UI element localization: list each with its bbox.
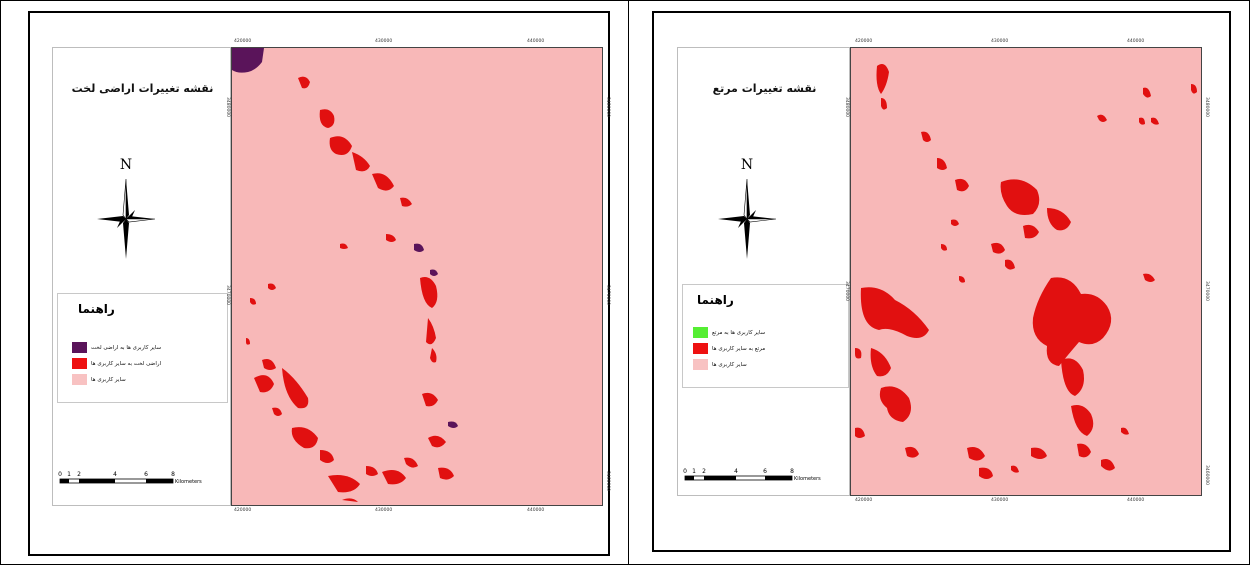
x-tick-top: 440000 xyxy=(527,39,544,44)
scale-tick: 1 xyxy=(67,471,71,478)
map-panel-rangeland: نقشه تغییرات مرتع N راهنما سایر کاربری ه… xyxy=(652,11,1231,552)
legend-label: سایر کاربری ها به اراضی لخت xyxy=(91,345,161,351)
legend-item: سایر کاربری ها xyxy=(693,358,747,371)
legend-item: سایر کاربری ها به مرتع xyxy=(693,326,765,339)
scale-tick: 4 xyxy=(734,468,738,475)
legend-swatch xyxy=(693,359,708,370)
x-tick-bottom: 430000 xyxy=(991,498,1008,503)
scale-unit: Kilometers xyxy=(794,476,821,482)
legend-item: سایر کاربری ها xyxy=(72,373,126,386)
scale-tick: 8 xyxy=(171,471,175,478)
north-arrow-icon: N xyxy=(93,153,163,263)
legend: راهنما سایر کاربری ها به اراضی لخت اراضی… xyxy=(57,293,228,403)
legend-label: سایر کاربری ها به مرتع xyxy=(712,330,765,336)
x-tick-bottom: 420000 xyxy=(234,508,251,513)
scale-tick: 4 xyxy=(113,471,117,478)
legend-column: نقشه تغییرات اراضی لخت N راهنما سایر کار… xyxy=(52,47,231,506)
map-canvas xyxy=(851,48,1201,495)
north-arrow-icon: N xyxy=(714,153,784,263)
legend-swatch xyxy=(72,374,87,385)
scale-tick: 1 xyxy=(692,468,696,475)
scale-bar: 0 1 2 4 6 8 Kilometers xyxy=(680,465,850,485)
x-tick-bottom: 420000 xyxy=(855,498,872,503)
x-tick-bottom: 440000 xyxy=(1127,498,1144,503)
scale-bar: 0 1 2 4 6 8 Kilometers xyxy=(55,468,231,488)
x-tick-top: 420000 xyxy=(855,39,872,44)
map-title: نقشه تغییرات اراضی لخت xyxy=(53,82,232,95)
legend: راهنما سایر کاربری ها به مرتع مرتع به سا… xyxy=(682,284,849,388)
legend-item: سایر کاربری ها به اراضی لخت xyxy=(72,341,161,354)
scale-tick: 8 xyxy=(790,468,794,475)
north-label: N xyxy=(120,157,132,173)
legend-item: مرتع به سایر کاربری ها xyxy=(693,342,765,355)
map-canvas xyxy=(232,48,602,505)
y-tick-left: 3470000 xyxy=(844,281,849,301)
map-title: نقشه تغییرات مرتع xyxy=(678,82,851,95)
legend-label: سایر کاربری ها xyxy=(712,362,747,368)
legend-label: مرتع به سایر کاربری ها xyxy=(712,346,765,352)
y-tick-right: 3460000 xyxy=(605,471,610,491)
map-frame: 420000 430000 440000 420000 430000 44000… xyxy=(231,47,603,506)
map-panel-bare-land: نقشه تغییرات اراضی لخت N راهنما سایر کار… xyxy=(28,11,610,556)
x-tick-top: 440000 xyxy=(1127,39,1144,44)
x-tick-bottom: 430000 xyxy=(375,508,392,513)
change-patches xyxy=(232,48,602,505)
legend-label: اراضی لخت به سایر کاربری ها xyxy=(91,361,161,367)
legend-swatch xyxy=(72,358,87,369)
x-tick-top: 420000 xyxy=(234,39,251,44)
x-tick-top: 430000 xyxy=(991,39,1008,44)
y-tick-right: 3480000 xyxy=(605,97,610,117)
legend-heading: راهنما xyxy=(697,293,734,307)
map-frame: 420000 430000 440000 420000 430000 44000… xyxy=(850,47,1202,496)
scale-tick: 0 xyxy=(58,471,62,478)
change-patches xyxy=(851,48,1201,495)
legend-item: اراضی لخت به سایر کاربری ها xyxy=(72,357,161,370)
legend-column: نقشه تغییرات مرتع N راهنما سایر کاربری ه… xyxy=(677,47,850,496)
y-tick-right: 3480000 xyxy=(1204,97,1209,117)
north-label: N xyxy=(741,157,753,173)
scale-tick: 6 xyxy=(144,471,148,478)
y-tick-right: 3470000 xyxy=(605,285,610,305)
y-tick-right: 3460000 xyxy=(1204,465,1209,485)
legend-label: سایر کاربری ها xyxy=(91,377,126,383)
legend-swatch xyxy=(693,327,708,338)
scale-tick: 2 xyxy=(702,468,706,475)
y-tick-left: 3470000 xyxy=(225,285,230,305)
legend-swatch xyxy=(693,343,708,354)
legend-swatch xyxy=(72,342,87,353)
y-tick-left: 3480000 xyxy=(844,97,849,117)
scale-tick: 6 xyxy=(763,468,767,475)
legend-heading: راهنما xyxy=(78,302,115,316)
x-tick-bottom: 440000 xyxy=(527,508,544,513)
x-tick-top: 430000 xyxy=(375,39,392,44)
scale-unit: Kilometers xyxy=(175,479,202,485)
y-tick-right: 3470000 xyxy=(1204,281,1209,301)
scale-tick: 2 xyxy=(77,471,81,478)
y-tick-left: 3480000 xyxy=(225,97,230,117)
column-divider xyxy=(628,1,629,565)
scale-tick: 0 xyxy=(683,468,687,475)
